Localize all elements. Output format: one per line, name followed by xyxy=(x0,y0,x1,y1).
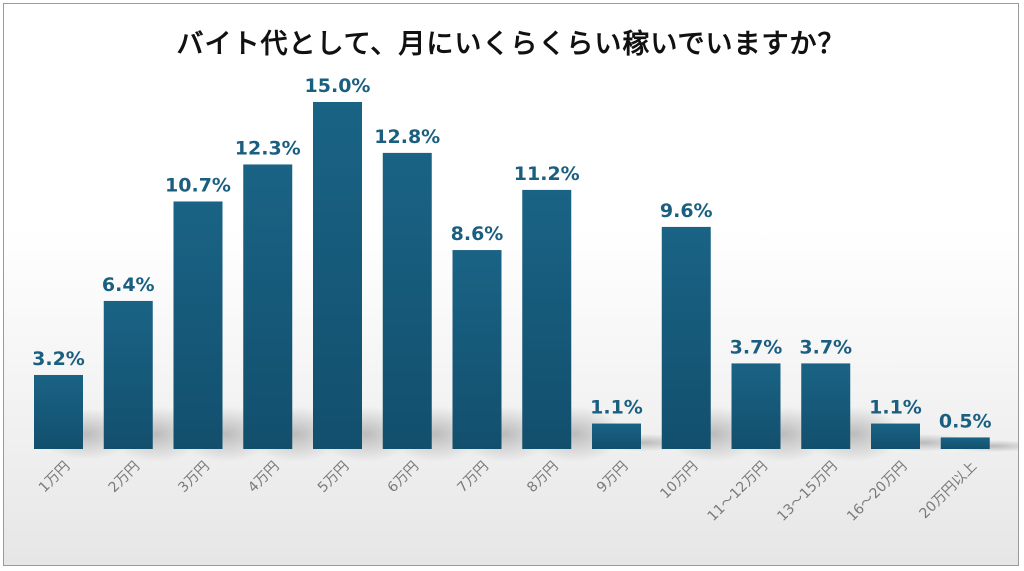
x-tick-label: 4万円 xyxy=(245,459,282,496)
chart-title: バイト代として、月にいくらくらい稼いでいますか？ xyxy=(176,29,846,60)
value-label: 6.4% xyxy=(102,274,155,296)
bar xyxy=(382,152,432,450)
bar xyxy=(661,226,711,449)
x-tick-label: 3万円 xyxy=(175,459,212,496)
x-tick-label: 9万円 xyxy=(594,459,631,496)
x-tick-label: 20万円以上 xyxy=(917,459,981,523)
value-label: 1.1% xyxy=(869,397,922,419)
bar xyxy=(243,164,293,449)
bar-chart: 3.2% 6.4% 10.7%12.3% 15.0% 12.8% 8.6% 11.2% 1.1… xyxy=(32,75,1018,525)
bar xyxy=(34,374,83,449)
bar xyxy=(522,189,572,449)
value-label: 8.6% xyxy=(451,223,504,245)
bar xyxy=(313,102,362,449)
x-tick-label: 16～20万円 xyxy=(844,459,910,525)
bar xyxy=(452,250,502,449)
x-tick-label: 6万円 xyxy=(385,459,422,496)
x-tick-label: 2万円 xyxy=(106,459,143,496)
value-label: 11.2% xyxy=(514,163,580,185)
bar xyxy=(731,363,781,449)
value-label: 1.1% xyxy=(590,397,643,419)
value-label: 9.6% xyxy=(660,200,713,222)
x-tick-label: 11～12万円 xyxy=(705,459,771,525)
x-tick-label: 5万円 xyxy=(315,459,352,496)
bar xyxy=(871,423,920,449)
bar xyxy=(940,437,990,449)
chart-frame: バイト代として、月にいくらくらい稼いでいますか？ 3.2% 6.4% 10.7% 12… xyxy=(3,3,1019,566)
value-label: 12.8% xyxy=(374,126,440,148)
value-label: 15.0% xyxy=(305,75,371,97)
x-tick-label: 10万円 xyxy=(657,459,701,503)
value-label: 3.7% xyxy=(799,336,852,358)
value-label: 3.2% xyxy=(32,348,85,370)
bar xyxy=(173,201,223,449)
x-tick-label: 13～15万円 xyxy=(774,459,840,525)
value-label: 10.7% xyxy=(165,174,231,196)
value-label: 12.3% xyxy=(235,137,301,159)
bar xyxy=(103,300,153,449)
x-tick-label: 1万円 xyxy=(36,459,73,496)
value-label: 0.5% xyxy=(939,410,992,432)
value-label: 3.7% xyxy=(730,336,783,358)
x-tick-label: 7万円 xyxy=(454,459,491,496)
bar xyxy=(801,363,851,449)
x-tick-label: 8万円 xyxy=(524,459,561,496)
bar xyxy=(592,423,641,449)
